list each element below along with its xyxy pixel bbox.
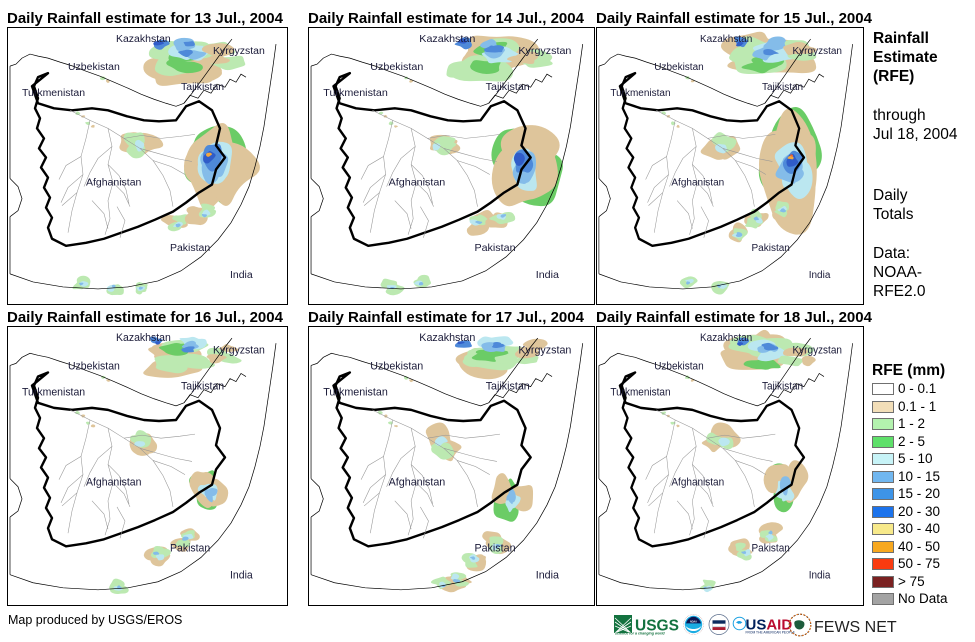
svg-text:Kyrgyzstan: Kyrgyzstan bbox=[793, 345, 843, 356]
svg-text:Uzbekistan: Uzbekistan bbox=[68, 61, 120, 73]
svg-text:Pakistan: Pakistan bbox=[474, 242, 515, 254]
svg-text:Turkmenistan: Turkmenistan bbox=[22, 387, 85, 399]
svg-text:India: India bbox=[230, 269, 253, 281]
svg-text:Tajikistan: Tajikistan bbox=[486, 81, 530, 93]
svg-text:Afghanistan: Afghanistan bbox=[389, 177, 446, 189]
svg-text:Kazakhstan: Kazakhstan bbox=[116, 332, 171, 344]
svg-text:Tajikistan: Tajikistan bbox=[181, 381, 224, 393]
svg-text:Tajikistan: Tajikistan bbox=[762, 82, 803, 93]
svg-text:Uzbekistan: Uzbekistan bbox=[654, 62, 704, 73]
svg-text:India: India bbox=[230, 570, 253, 582]
svg-text:Uzbekistan: Uzbekistan bbox=[370, 61, 423, 73]
svg-text:Tajikistan: Tajikistan bbox=[762, 381, 803, 392]
svg-text:Kazakhstan: Kazakhstan bbox=[700, 333, 752, 344]
svg-text:Turkmenistan: Turkmenistan bbox=[323, 387, 388, 399]
svg-text:India: India bbox=[536, 269, 559, 281]
svg-text:Pakistan: Pakistan bbox=[170, 242, 210, 254]
svg-text:Afghanistan: Afghanistan bbox=[389, 477, 446, 489]
svg-text:Uzbekistan: Uzbekistan bbox=[68, 360, 120, 372]
svg-text:Uzbekistan: Uzbekistan bbox=[370, 361, 423, 373]
svg-text:Kazakhstan: Kazakhstan bbox=[419, 332, 475, 344]
svg-text:Kyrgyzstan: Kyrgyzstan bbox=[793, 46, 843, 57]
svg-text:science for a changing world: science for a changing world bbox=[615, 632, 665, 636]
svg-text:Afghanistan: Afghanistan bbox=[671, 477, 724, 488]
svg-text:NOAA: NOAA bbox=[690, 621, 697, 624]
svg-text:India: India bbox=[809, 270, 831, 281]
svg-text:Kazakhstan: Kazakhstan bbox=[116, 33, 171, 45]
svg-text:Turkmenistan: Turkmenistan bbox=[610, 88, 670, 99]
svg-text:Turkmenistan: Turkmenistan bbox=[22, 87, 85, 99]
svg-text:Kazakhstan: Kazakhstan bbox=[700, 34, 753, 45]
svg-text:Uzbekistan: Uzbekistan bbox=[654, 361, 704, 372]
svg-text:Kyrgyzstan: Kyrgyzstan bbox=[213, 45, 265, 57]
svg-text:India: India bbox=[536, 570, 559, 582]
svg-text:Kyrgyzstan: Kyrgyzstan bbox=[213, 344, 265, 356]
svg-text:India: India bbox=[809, 570, 831, 581]
svg-text:Kazakhstan: Kazakhstan bbox=[419, 33, 475, 45]
svg-text:Turkmenistan: Turkmenistan bbox=[610, 388, 670, 399]
svg-text:Turkmenistan: Turkmenistan bbox=[323, 87, 388, 99]
svg-text:Kyrgyzstan: Kyrgyzstan bbox=[518, 344, 571, 356]
svg-text:Pakistan: Pakistan bbox=[474, 542, 515, 554]
svg-text:Tajikistan: Tajikistan bbox=[181, 81, 224, 93]
svg-text:Afghanistan: Afghanistan bbox=[86, 177, 142, 189]
svg-text:Pakistan: Pakistan bbox=[170, 542, 210, 554]
svg-text:Pakistan: Pakistan bbox=[752, 243, 791, 254]
svg-text:Afghanistan: Afghanistan bbox=[671, 177, 724, 188]
svg-text:Afghanistan: Afghanistan bbox=[86, 477, 142, 489]
svg-text:Tajikistan: Tajikistan bbox=[486, 381, 530, 393]
svg-text:Kyrgyzstan: Kyrgyzstan bbox=[518, 45, 571, 57]
svg-text:Pakistan: Pakistan bbox=[752, 543, 791, 554]
